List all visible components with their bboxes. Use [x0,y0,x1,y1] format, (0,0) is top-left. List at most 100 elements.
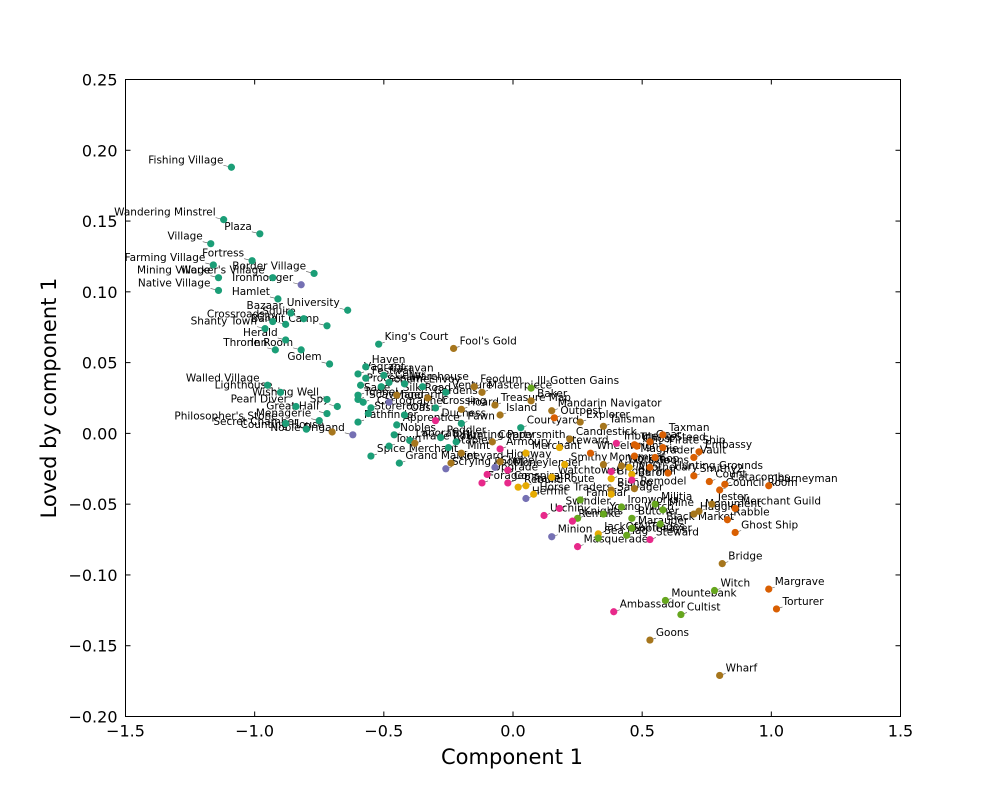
data-point [325,360,334,368]
data-point [731,528,739,537]
data-point [630,452,639,460]
data-point [300,315,308,323]
point-label: Pirate Ship [669,435,726,447]
data-point [646,535,654,544]
y-tick-label: −0.10 [68,566,117,585]
point-label: Talisman [608,413,655,425]
data-point [282,419,290,428]
point-label: Mining Village [137,265,210,277]
data-point [612,439,620,447]
data-point [478,388,486,396]
data-point [323,409,331,418]
point-label: Familiar [586,487,628,499]
point-label: Hunting Party [462,429,534,441]
data-point [765,585,773,593]
x-axis: −1.5 −1.0 −0.5 0.0 0.5 1.0 1.5 [106,79,913,741]
data-point [418,383,427,391]
data-point [209,261,217,269]
data-point [390,431,398,439]
data-point [282,320,290,328]
point-label: Coppersmith [498,429,565,441]
point-label: Walled Village [186,372,260,384]
point-label: Magpie [640,443,678,455]
data-point [664,469,672,477]
data-point [576,496,584,504]
data-point [488,438,496,446]
point-label: Smithy2 [700,463,743,475]
point-label: Herald [243,327,278,339]
point-label: Sea Hag [604,525,648,537]
data-point [586,449,595,457]
point-label: Ironworks [628,494,679,506]
data-point [227,163,236,171]
data-point [214,286,223,295]
point-label: Baker [537,388,568,400]
data-point [214,274,223,282]
data-point [269,274,277,282]
plot-area [125,79,901,717]
data-point [393,421,401,429]
data-point [628,476,636,484]
point-label: Journeyman [774,473,838,485]
point-label: Trusty Steed [639,432,705,444]
data-point [310,269,318,278]
data-point [344,306,352,314]
data-point [287,309,295,317]
point-label: Witch [721,578,751,590]
point-label: Mandarin Navigator [558,398,663,410]
data-point [349,431,357,439]
data-point [548,533,556,541]
point-label: Treasure Map [500,392,571,404]
point-label: Torturer [782,596,825,608]
data-point [617,462,626,470]
data-point [723,516,732,524]
data-point [261,325,269,333]
data-point [362,363,370,371]
point-label: Candlestick [576,426,638,438]
data-point [721,480,729,488]
point-label: Island [506,402,537,414]
point-label: Inn [251,337,267,349]
data-point [599,510,608,518]
data-point [646,636,654,644]
data-point [530,490,538,498]
data-point [220,216,228,224]
data-point [377,383,385,391]
data-point [447,459,455,467]
data-point [540,511,548,520]
point-label: Stables [454,435,493,447]
point-label: Steward [656,527,699,539]
point-label: Chapel [501,454,537,466]
y-axis: −0.20 −0.15 −0.10 −0.05 0.00 0.05 0.10 0.15 0.20… [68,71,901,727]
data-point [333,402,341,411]
y-axis-title: Loved by component 1 [37,278,61,519]
point-label: Apprentice [403,412,460,424]
data-point [695,448,703,456]
data-point [431,404,440,412]
point-label: Pearl Diver [231,393,289,405]
point-label: Masquerade [584,534,649,546]
data-point [297,346,305,354]
data-point [504,466,512,474]
point-label: Armoury [506,436,551,448]
data-point [659,506,667,514]
data-point [411,439,419,447]
data-point [269,317,277,326]
point-label: Count [715,469,746,481]
data-point [607,468,615,476]
data-point [690,510,698,518]
y-tick-label: 0.00 [82,424,118,443]
data-point [271,346,279,354]
x-tick-label: −1.5 [106,722,145,741]
data-points [207,163,781,680]
point-label: Black Market [666,511,734,523]
data-point [449,344,458,353]
point-label: Feodum [480,374,522,386]
point-label: Trade Route [531,473,595,485]
point-label: Philosopher's Stone [174,410,277,422]
x-tick-label: 0.5 [629,722,654,741]
data-point [385,378,393,387]
data-point [207,240,215,248]
point-label: Envoy [429,374,461,386]
x-tick-label: 1.0 [759,722,784,741]
